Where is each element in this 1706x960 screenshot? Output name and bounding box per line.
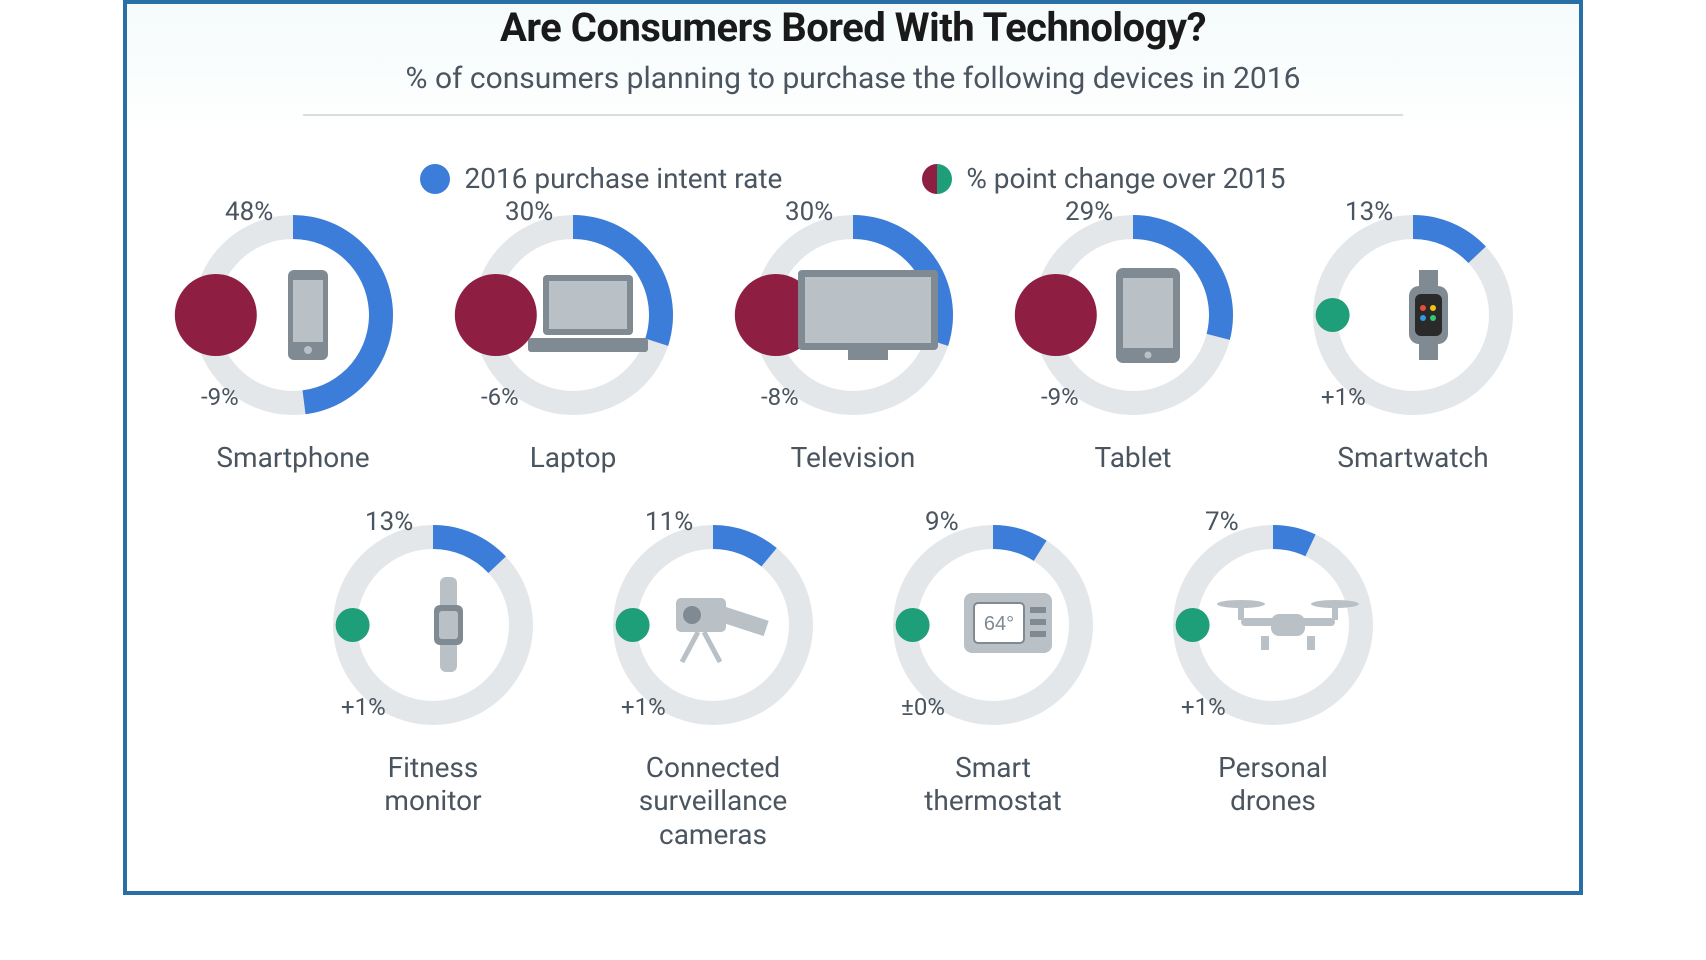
donut: 13%+1%	[1303, 205, 1523, 425]
television-icon	[743, 205, 963, 425]
donut: 11%+1%	[603, 515, 823, 735]
legend-intent-swatch	[420, 164, 450, 194]
donut: 48%-9%	[183, 205, 403, 425]
device-name: Laptop	[530, 441, 617, 475]
device-cell: 7%+1% Personal drones	[1148, 515, 1398, 852]
device-cell: 13%+1% Fitness monitor	[308, 515, 558, 852]
legend: 2016 purchase intent rate % point change…	[127, 162, 1579, 195]
donut: 30%-6%	[463, 205, 683, 425]
smartwatch-icon	[1303, 205, 1523, 425]
legend-change-swatch	[922, 164, 952, 194]
donut: 9%±0%64°	[883, 515, 1103, 735]
device-name: Tablet	[1095, 441, 1172, 475]
thermostat-icon: 64°	[883, 515, 1103, 735]
device-name: Smartphone	[216, 441, 369, 475]
device-name: Fitness monitor	[384, 751, 481, 818]
donut: 30%-8%	[743, 205, 963, 425]
drone-icon	[1163, 515, 1383, 735]
chart-row: 48%-9% Smartphone 30%-6% Laptop 30%-8% Tele…	[168, 205, 1538, 475]
legend-intent-label: 2016 purchase intent rate	[464, 162, 782, 195]
donut: 7%+1%	[1163, 515, 1383, 735]
legend-change: % point change over 2015	[922, 162, 1285, 195]
device-cell: 48%-9% Smartphone	[168, 205, 418, 475]
page-subtitle: % of consumers planning to purchase the …	[167, 61, 1539, 96]
device-cell: 9%±0%64° Smart thermostat	[868, 515, 1118, 852]
device-cell: 30%-6% Laptop	[448, 205, 698, 475]
legend-change-label: % point change over 2015	[966, 162, 1285, 195]
fitness-icon	[323, 515, 543, 735]
svg-text:64°: 64°	[984, 613, 1014, 635]
page-title: Are Consumers Bored With Technology?	[167, 4, 1539, 51]
donut: 13%+1%	[323, 515, 543, 735]
device-cell: 30%-8% Television	[728, 205, 978, 475]
chart-row: 13%+1% Fitness monitor 11%+1% Connected su…	[308, 515, 1398, 852]
header-rule	[303, 114, 1403, 116]
device-name: Personal drones	[1218, 751, 1328, 818]
camera-icon	[603, 515, 823, 735]
device-cell: 29%-9% Tablet	[1008, 205, 1258, 475]
device-cell: 13%+1% Smartwatch	[1288, 205, 1538, 475]
device-name: Smartwatch	[1337, 441, 1488, 475]
donut: 29%-9%	[1023, 205, 1243, 425]
laptop-icon	[463, 205, 683, 425]
device-name: Connected surveillance cameras	[588, 751, 838, 852]
legend-intent: 2016 purchase intent rate	[420, 162, 782, 195]
smartphone-icon	[183, 205, 403, 425]
device-cell: 11%+1% Connected surveillance cameras	[588, 515, 838, 852]
device-name: Television	[791, 441, 916, 475]
chart-grid: 48%-9% Smartphone 30%-6% Laptop 30%-8% Tele…	[127, 205, 1579, 851]
header: Are Consumers Bored With Technology? % o…	[127, 4, 1579, 134]
device-name: Smart thermostat	[924, 751, 1061, 818]
infographic-frame: Are Consumers Bored With Technology? % o…	[123, 0, 1583, 895]
tablet-icon	[1023, 205, 1243, 425]
